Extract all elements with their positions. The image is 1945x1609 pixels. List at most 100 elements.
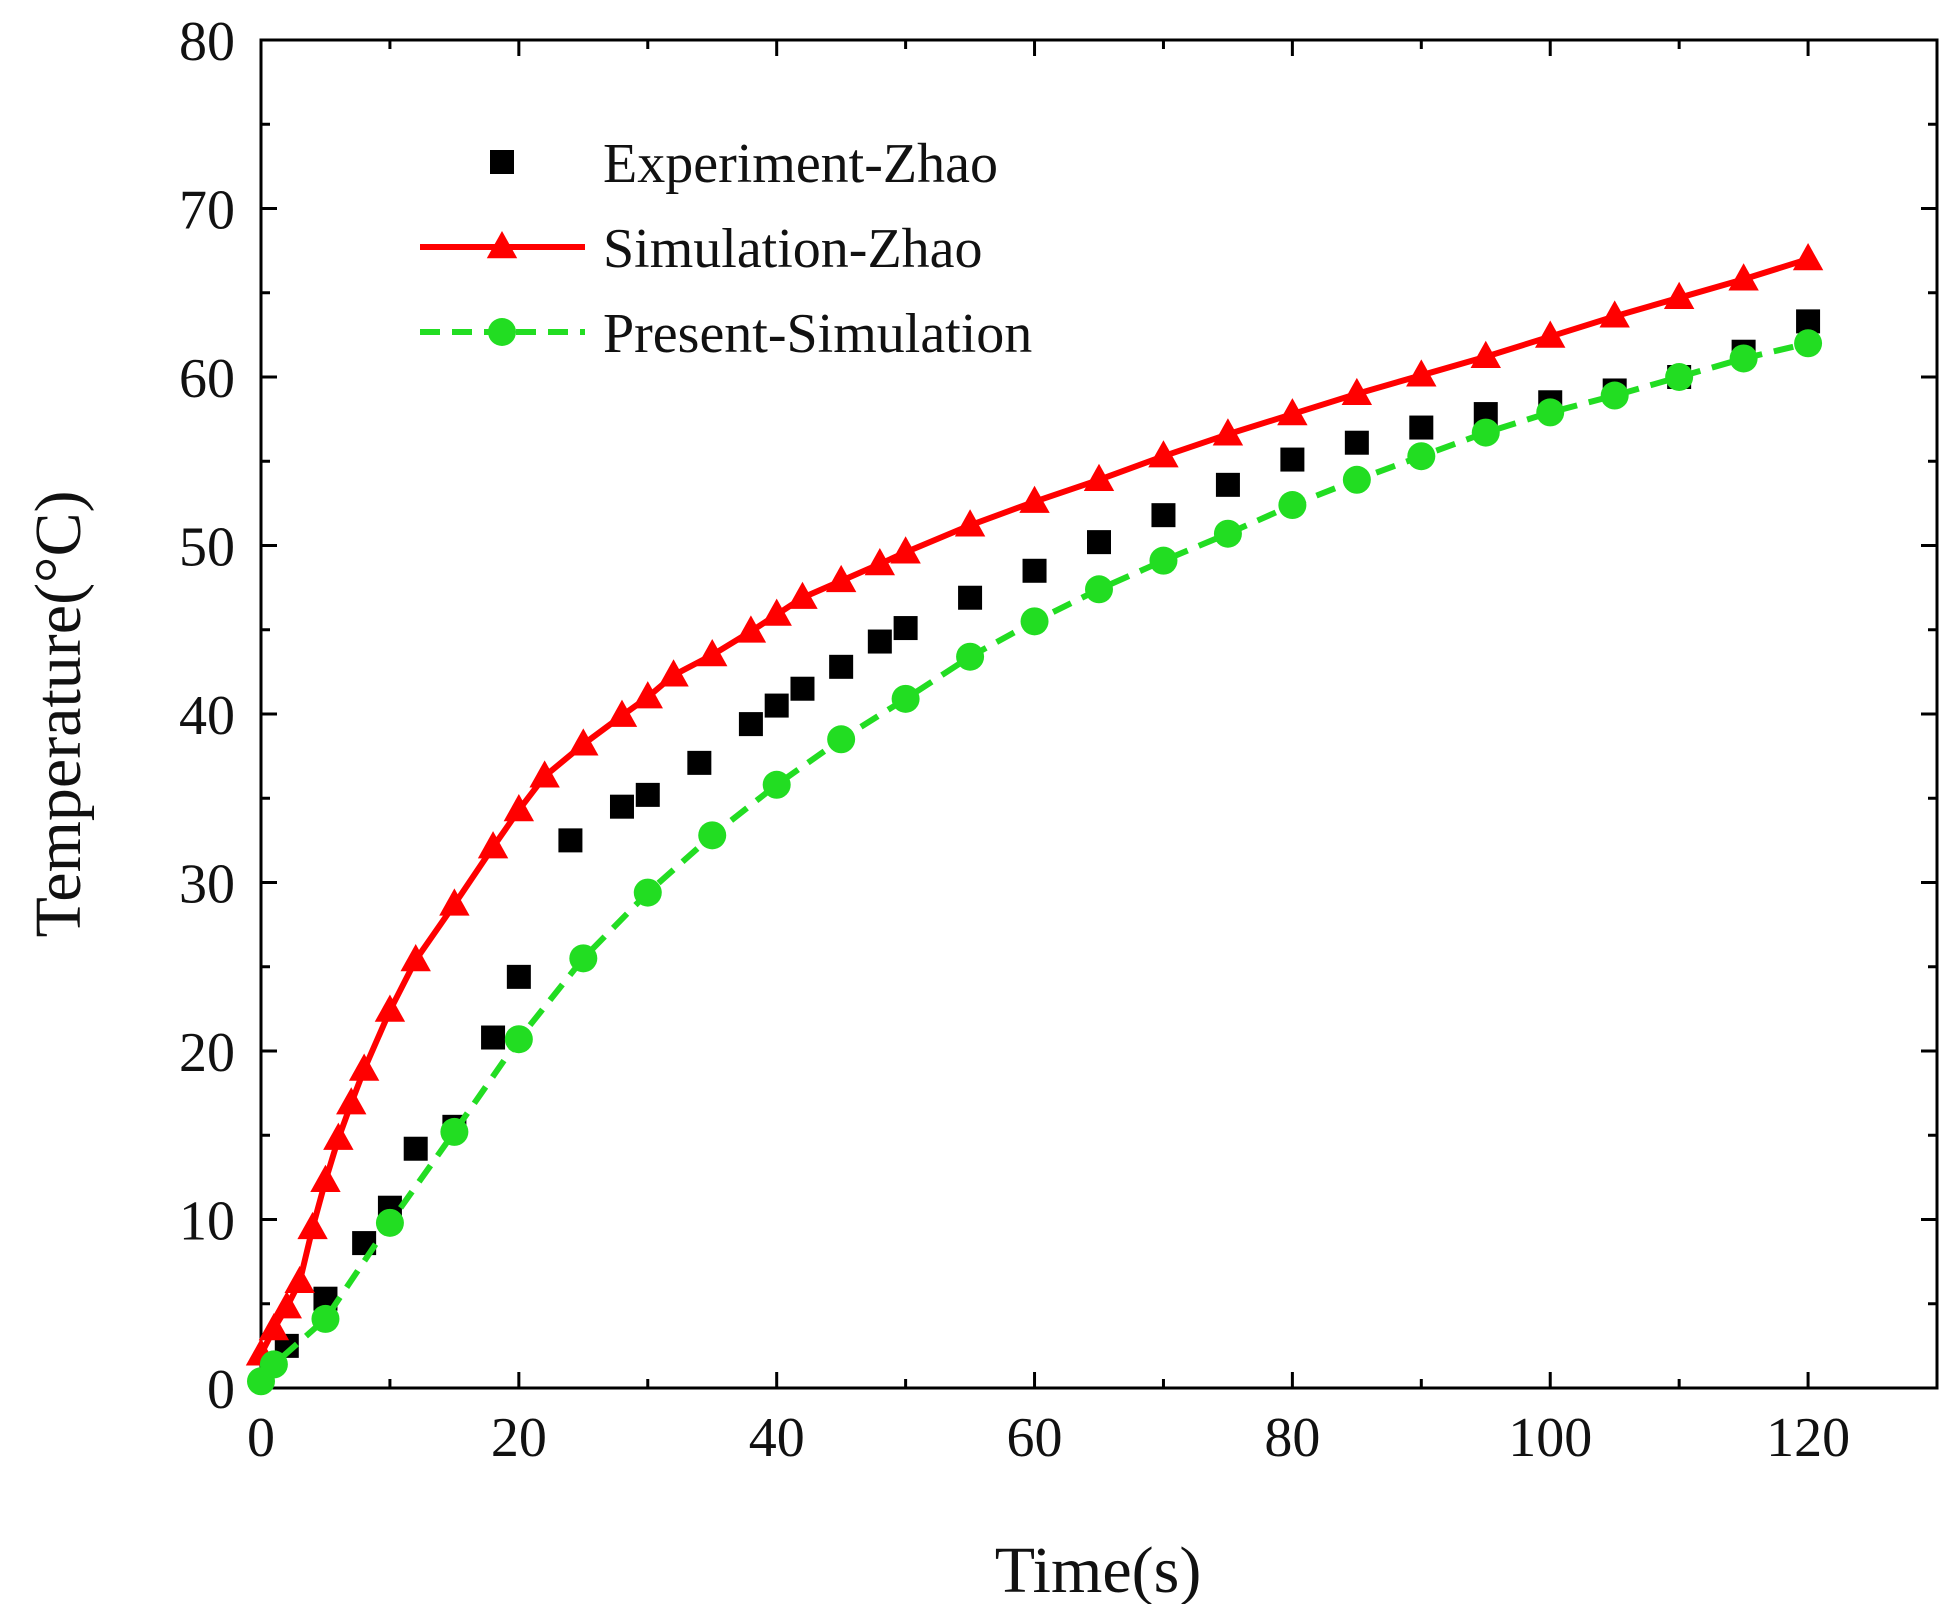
data-point bbox=[825, 564, 857, 593]
y-tick-label: 70 bbox=[179, 180, 235, 242]
y-tick-label: 60 bbox=[179, 348, 235, 410]
data-point bbox=[336, 1087, 367, 1115]
y-tick-label: 30 bbox=[179, 854, 235, 916]
data-point bbox=[1151, 503, 1176, 528]
data-point bbox=[762, 770, 791, 799]
data-point bbox=[698, 821, 727, 850]
legend-marker bbox=[490, 150, 514, 174]
data-point bbox=[1277, 398, 1308, 426]
data-point bbox=[1792, 243, 1824, 271]
y-tick-label: 80 bbox=[179, 11, 235, 73]
data-point bbox=[829, 654, 854, 679]
data-point bbox=[1212, 418, 1244, 446]
plot-frame bbox=[259, 38, 1939, 1390]
x-tick-label: 20 bbox=[491, 1407, 547, 1469]
data-point bbox=[440, 1117, 469, 1146]
data-point bbox=[1470, 340, 1501, 368]
data-point bbox=[954, 509, 986, 537]
data-point bbox=[1728, 263, 1759, 291]
series-experiment-zhao bbox=[274, 309, 1821, 1358]
x-axis-title: Time(s) bbox=[995, 1534, 1202, 1604]
legend-label-present-simulation: Present-Simulation bbox=[603, 303, 1032, 365]
data-point bbox=[400, 944, 431, 972]
data-point bbox=[1342, 465, 1371, 494]
data-point bbox=[890, 536, 921, 564]
data-point bbox=[1087, 530, 1111, 555]
data-point bbox=[1019, 485, 1050, 513]
data-point bbox=[958, 585, 983, 610]
data-point bbox=[569, 944, 598, 973]
series bbox=[245, 243, 1824, 1396]
y-tick-label: 50 bbox=[179, 517, 235, 579]
data-point bbox=[1407, 442, 1436, 471]
data-point bbox=[1794, 329, 1823, 358]
data-point bbox=[1022, 558, 1047, 583]
data-point bbox=[606, 699, 638, 727]
data-point bbox=[1083, 463, 1115, 491]
data-point bbox=[503, 794, 535, 822]
data-point bbox=[609, 794, 634, 819]
series-present-simulation bbox=[247, 329, 1823, 1396]
data-point bbox=[827, 725, 856, 754]
data-point bbox=[1344, 430, 1369, 455]
data-point bbox=[697, 639, 728, 667]
legend-symbol-experiment-zhao bbox=[490, 150, 514, 174]
data-point bbox=[1409, 415, 1434, 440]
data-point bbox=[297, 1211, 328, 1240]
x-tick-label: 40 bbox=[749, 1407, 805, 1469]
legend-marker bbox=[486, 231, 518, 259]
legend-symbol-simulation-zhao bbox=[420, 231, 585, 259]
data-point bbox=[481, 1025, 506, 1050]
y-tick-label: 0 bbox=[207, 1359, 235, 1421]
data-point bbox=[568, 728, 599, 756]
data-point bbox=[735, 615, 767, 643]
data-point bbox=[787, 581, 818, 609]
y-tick-label: 10 bbox=[179, 1191, 235, 1253]
data-point bbox=[1215, 472, 1240, 497]
data-point bbox=[271, 1291, 302, 1319]
legend: Experiment-Zhao Simulation-Zhao Present-… bbox=[420, 133, 1032, 365]
data-point bbox=[310, 1164, 341, 1192]
x-tick-label: 120 bbox=[1766, 1407, 1850, 1469]
data-point bbox=[1729, 344, 1758, 373]
y-tick-label: 20 bbox=[179, 1022, 235, 1084]
data-point bbox=[891, 684, 920, 713]
data-point bbox=[477, 831, 509, 859]
legend-label-simulation-zhao: Simulation-Zhao bbox=[603, 218, 983, 280]
data-point bbox=[635, 782, 660, 807]
data-point bbox=[1599, 300, 1630, 328]
data-point bbox=[259, 1350, 288, 1379]
y-tick-label: 40 bbox=[179, 685, 235, 747]
data-point bbox=[284, 1265, 315, 1294]
data-point bbox=[632, 681, 663, 709]
data-point bbox=[1406, 359, 1437, 387]
legend-label-experiment-zhao: Experiment-Zhao bbox=[603, 133, 998, 195]
data-point bbox=[348, 1053, 380, 1081]
data-point bbox=[506, 964, 531, 989]
x-tick-label: 100 bbox=[1508, 1407, 1592, 1469]
data-point bbox=[956, 642, 985, 671]
data-point bbox=[1278, 491, 1307, 520]
y-axis-title: Temperature(°C) bbox=[22, 491, 95, 938]
data-point bbox=[1663, 281, 1695, 310]
series-simulation-zhao bbox=[245, 243, 1824, 1366]
data-point bbox=[1535, 320, 1566, 348]
data-point bbox=[258, 1313, 290, 1341]
data-point bbox=[1341, 377, 1373, 406]
data-point bbox=[1471, 418, 1500, 447]
data-point bbox=[658, 659, 689, 687]
legend-marker bbox=[488, 318, 516, 346]
data-point bbox=[375, 1208, 404, 1237]
data-point bbox=[1213, 519, 1242, 548]
data-point bbox=[439, 888, 470, 916]
data-point bbox=[374, 994, 406, 1022]
data-point bbox=[1020, 607, 1049, 636]
data-point bbox=[1665, 363, 1694, 391]
data-point bbox=[1149, 546, 1178, 575]
legend-symbol-present-simulation bbox=[420, 318, 585, 346]
data-point bbox=[1280, 447, 1305, 472]
x-tick-label: 0 bbox=[247, 1407, 275, 1469]
data-point bbox=[764, 693, 789, 718]
x-tick-label: 80 bbox=[1264, 1407, 1320, 1469]
